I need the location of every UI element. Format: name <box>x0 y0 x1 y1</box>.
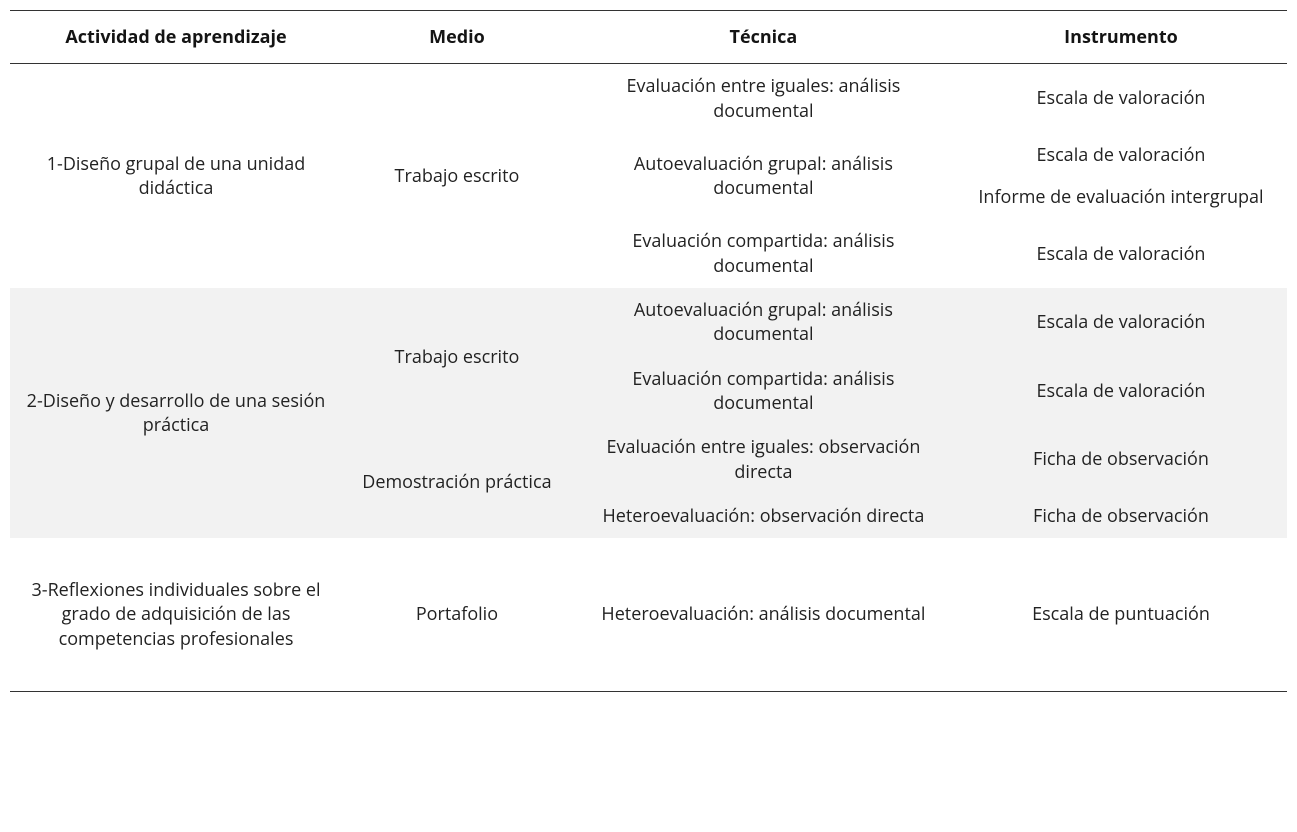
activity-cell: 3-Reflexiones individuales sobre el grad… <box>10 538 342 691</box>
instrument-cell: Ficha de observación <box>955 425 1287 494</box>
medium-cell: Trabajo escrito <box>342 64 572 288</box>
activity-cell: 2-Diseño y desarrollo de una sesión prác… <box>10 288 342 538</box>
technique-cell: Heteroevaluación: observación directa <box>572 494 955 538</box>
col-header-instrument: Instrumento <box>955 11 1287 64</box>
technique-cell: Evaluación compartida: análisis document… <box>572 219 955 288</box>
technique-cell: Autoevaluación grupal: análisis document… <box>572 133 955 220</box>
technique-cell: Evaluación entre iguales: observación di… <box>572 425 955 494</box>
col-header-activity: Actividad de aprendizaje <box>10 11 342 64</box>
col-header-technique: Técnica <box>572 11 955 64</box>
instrument-cell: Ficha de observación <box>955 494 1287 538</box>
medium-cell: Portafolio <box>342 538 572 691</box>
instrument-cell: Escala de valoración <box>955 133 1287 185</box>
medium-cell: Trabajo escrito <box>342 288 572 425</box>
medium-cell: Demostración práctica <box>342 425 572 538</box>
instrument-cell: Escala de puntuación <box>955 538 1287 691</box>
col-header-medium: Medio <box>342 11 572 64</box>
table-header-row: Actividad de aprendizaje Medio Técnica I… <box>10 11 1287 64</box>
instrument-cell: Informe de evaluación intergrupal <box>955 185 1287 219</box>
activity-cell: 1-Diseño grupal de una unidad didáctica <box>10 64 342 288</box>
technique-cell: Autoevaluación grupal: análisis document… <box>572 288 955 357</box>
instrument-cell: Escala de valoración <box>955 357 1287 426</box>
technique-cell: Heteroevaluación: análisis documental <box>572 538 955 691</box>
instrument-cell: Escala de valoración <box>955 219 1287 288</box>
technique-cell: Evaluación entre iguales: análisis docum… <box>572 64 955 133</box>
table-row: 2-Diseño y desarrollo de una sesión prác… <box>10 288 1287 357</box>
technique-cell: Evaluación compartida: análisis document… <box>572 357 955 426</box>
instrument-cell: Escala de valoración <box>955 64 1287 133</box>
instrument-cell: Escala de valoración <box>955 288 1287 357</box>
evaluation-table: Actividad de aprendizaje Medio Técnica I… <box>10 10 1287 692</box>
table-row: 1-Diseño grupal de una unidad didáctica … <box>10 64 1287 133</box>
table-row: 3-Reflexiones individuales sobre el grad… <box>10 538 1287 691</box>
